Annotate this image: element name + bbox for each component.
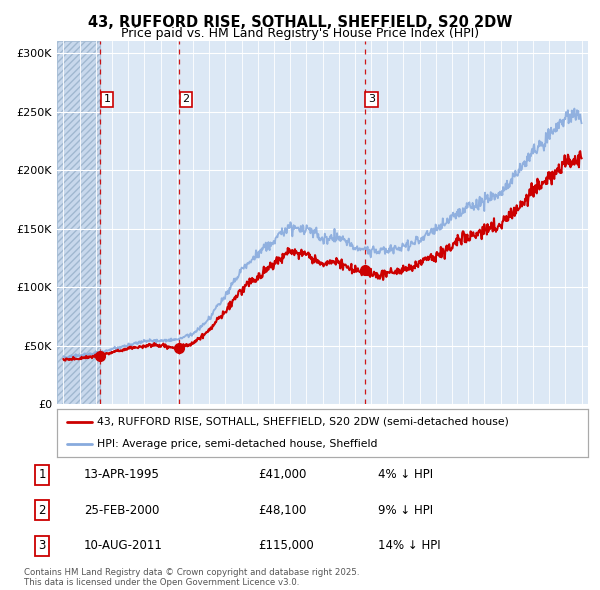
Text: 43, RUFFORD RISE, SOTHALL, SHEFFIELD, S20 2DW (semi-detached house): 43, RUFFORD RISE, SOTHALL, SHEFFIELD, S2… [97, 417, 509, 427]
Text: 3: 3 [38, 539, 46, 552]
Text: 1: 1 [38, 468, 46, 481]
Text: 4% ↓ HPI: 4% ↓ HPI [378, 468, 433, 481]
Text: 25-FEB-2000: 25-FEB-2000 [84, 504, 160, 517]
Text: £41,000: £41,000 [258, 468, 307, 481]
Text: 13-APR-1995: 13-APR-1995 [84, 468, 160, 481]
Text: 14% ↓ HPI: 14% ↓ HPI [378, 539, 440, 552]
Bar [57, 41, 100, 404]
Text: 43, RUFFORD RISE, SOTHALL, SHEFFIELD, S20 2DW: 43, RUFFORD RISE, SOTHALL, SHEFFIELD, S2… [88, 15, 512, 30]
Text: £48,100: £48,100 [258, 504, 307, 517]
Text: £115,000: £115,000 [258, 539, 314, 552]
Bar [57, 41, 100, 404]
Text: HPI: Average price, semi-detached house, Sheffield: HPI: Average price, semi-detached house,… [97, 439, 377, 449]
Text: Contains HM Land Registry data © Crown copyright and database right 2025.
This d: Contains HM Land Registry data © Crown c… [24, 568, 359, 587]
Text: 2: 2 [182, 94, 190, 104]
Text: 3: 3 [368, 94, 375, 104]
Text: 9% ↓ HPI: 9% ↓ HPI [378, 504, 433, 517]
Text: 2: 2 [38, 504, 46, 517]
Text: 1: 1 [104, 94, 110, 104]
Text: 10-AUG-2011: 10-AUG-2011 [84, 539, 163, 552]
Text: Price paid vs. HM Land Registry's House Price Index (HPI): Price paid vs. HM Land Registry's House … [121, 27, 479, 40]
